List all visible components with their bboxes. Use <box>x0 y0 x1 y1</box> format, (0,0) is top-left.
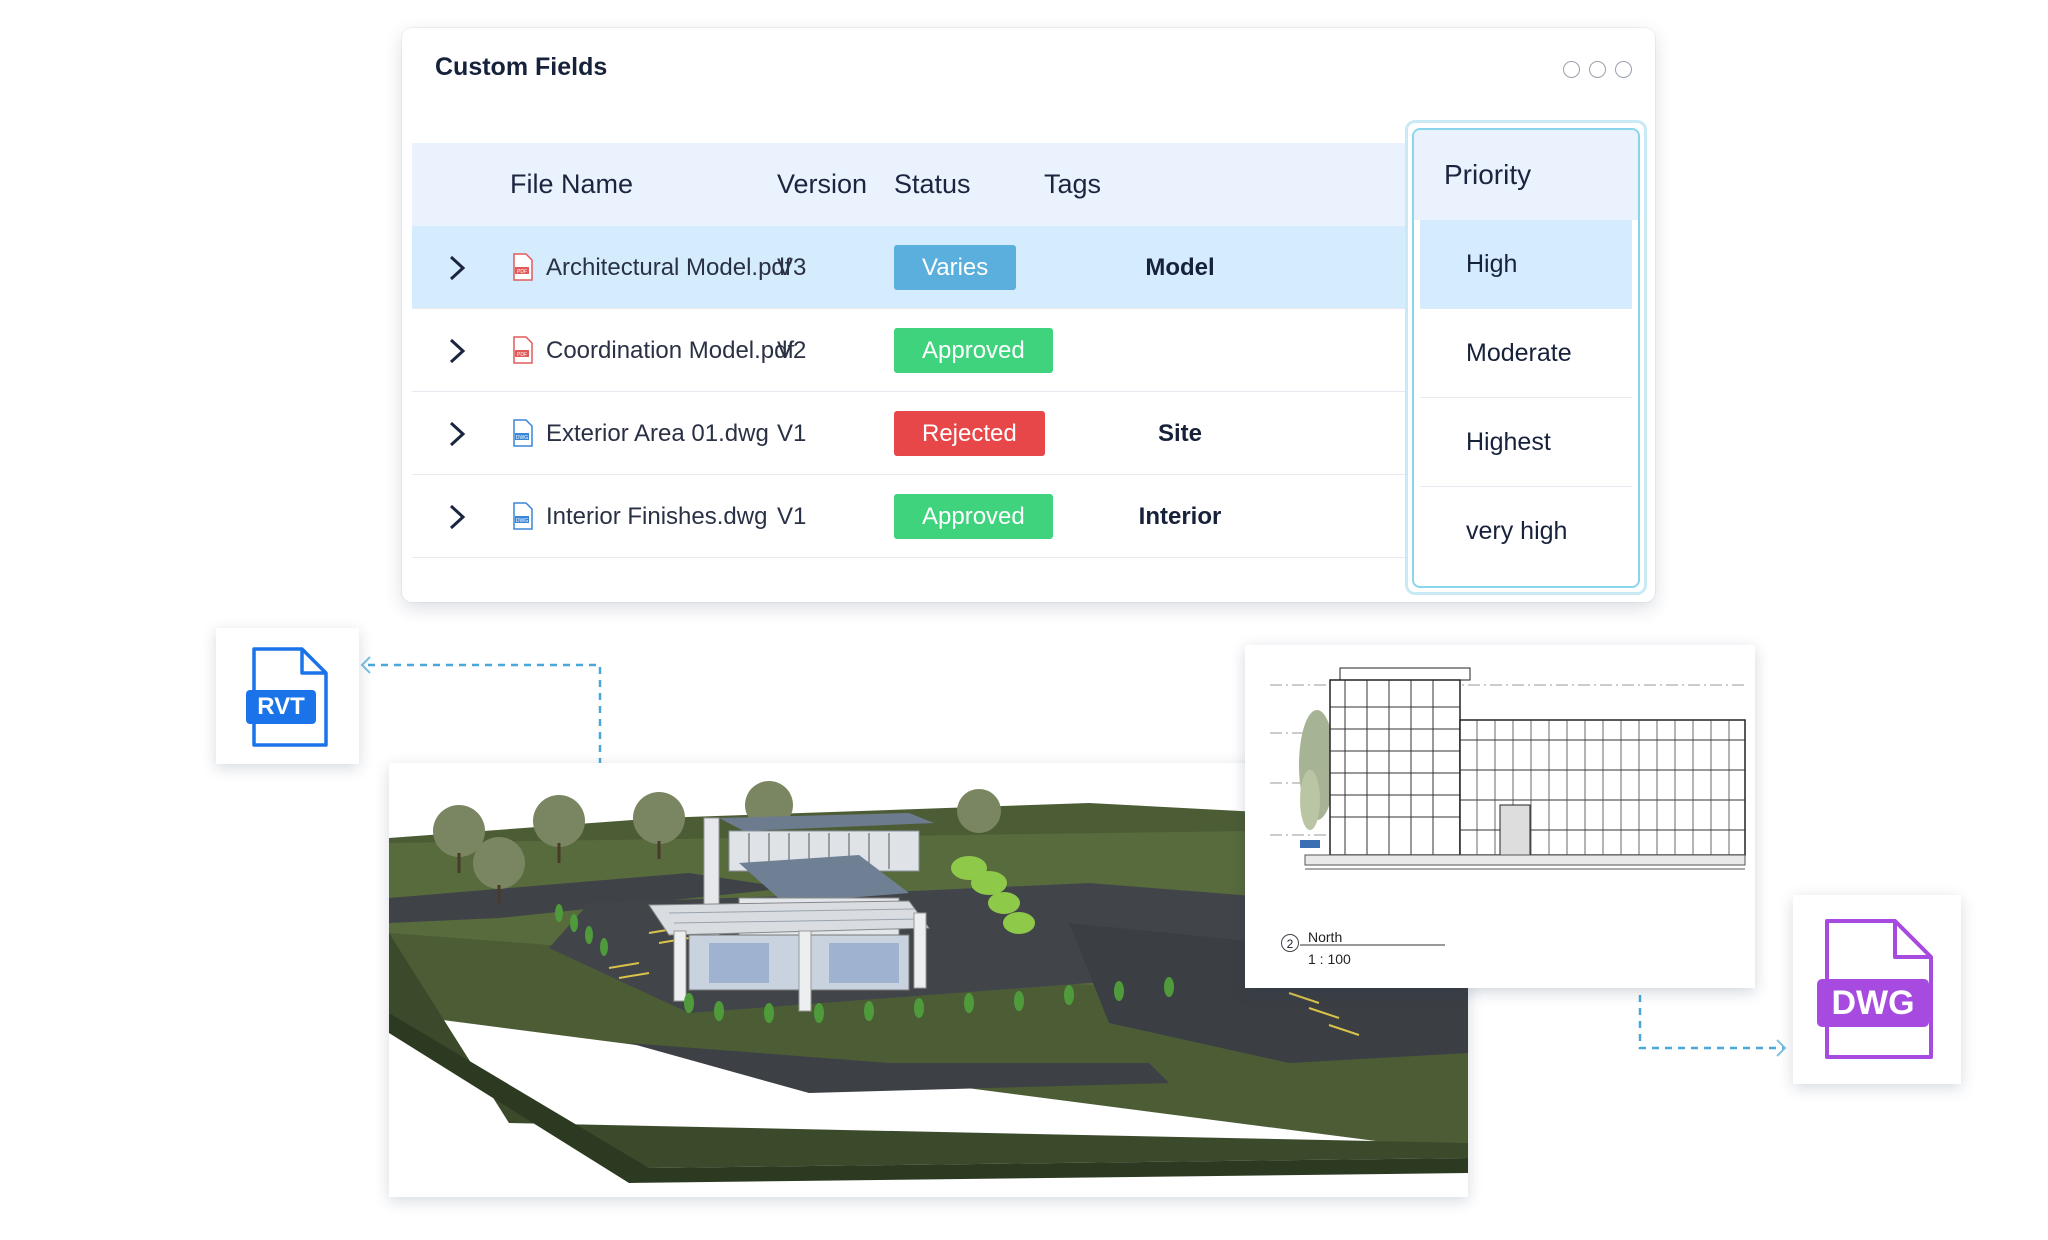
chevron-right-icon[interactable] <box>446 503 468 531</box>
building-model-render <box>389 781 1468 1183</box>
priority-header: Priority <box>1414 130 1638 220</box>
dwg-file-icon: DWG <box>513 502 533 530</box>
version-value: V1 <box>777 420 807 447</box>
column-header-version[interactable]: Version <box>777 169 868 199</box>
table-row[interactable]: PDF Coordination Model.pdf V2 Approved <box>412 309 1405 392</box>
view-name: North <box>1308 929 1343 945</box>
file-name[interactable]: Exterior Area 01.dwg <box>546 420 769 447</box>
tag-value: Model <box>1145 254 1215 281</box>
view-number-marker: 2 <box>1281 934 1299 952</box>
priority-dropdown[interactable]: Priority High Moderate Highest very high <box>1412 128 1640 588</box>
column-header-tags[interactable]: Tags <box>1044 169 1102 199</box>
svg-text:DWG: DWG <box>516 518 528 524</box>
table-row[interactable]: DWG Exterior Area 01.dwg V1 Rejected Sit… <box>412 392 1405 475</box>
window-dot-icon[interactable] <box>1563 61 1580 78</box>
priority-dropdown-focus-ring <box>1405 120 1647 595</box>
status-badge[interactable]: Varies <box>894 245 1017 290</box>
pdf-file-icon: PDF <box>513 253 533 281</box>
svg-text:PDF: PDF <box>517 269 527 275</box>
version-value: V2 <box>777 337 807 364</box>
version-value: V1 <box>777 503 807 530</box>
window-dot-icon[interactable] <box>1615 61 1632 78</box>
rvt-file-icon <box>246 647 328 747</box>
rvt-label: RVT <box>257 693 305 720</box>
rvt-file-card[interactable]: RVT <box>216 628 359 764</box>
status-badge[interactable]: Rejected <box>894 411 1045 456</box>
status-badge[interactable]: Approved <box>894 494 1053 539</box>
pdf-file-icon: PDF <box>513 336 533 364</box>
table-row[interactable]: DWG Interior Finishes.dwg V1 Approved In… <box>412 475 1405 558</box>
table-header: File Name Version Status Tags <box>412 143 1405 226</box>
dwg-file-card[interactable]: DWG <box>1793 895 1961 1084</box>
file-name[interactable]: Architectural Model.pdf <box>546 254 792 281</box>
chevron-right-icon[interactable] <box>446 420 468 448</box>
custom-fields-panel: Custom Fields File Name Version Status T… <box>402 28 1655 602</box>
panel-title: Custom Fields <box>435 53 608 81</box>
tag-value: Site <box>1157 420 1202 447</box>
status-badge[interactable]: Approved <box>894 328 1053 373</box>
chevron-right-icon[interactable] <box>446 254 468 282</box>
elevation-drawing-card[interactable]: 2 North 1 : 100 <box>1245 645 1755 988</box>
elevation-drawing <box>1270 667 1746 946</box>
svg-text:PDF: PDF <box>517 352 527 358</box>
dwg-file-icon: DWG <box>513 419 533 447</box>
file-name[interactable]: Coordination Model.pdf <box>546 337 795 364</box>
dwg-file-icon <box>1817 919 1933 1059</box>
table-row[interactable]: PDF Architectural Model.pdf V3 Varies Mo… <box>412 226 1405 309</box>
file-name[interactable]: Interior Finishes.dwg <box>546 503 768 530</box>
version-value: V3 <box>777 254 807 281</box>
option-label: very high <box>1466 517 1568 545</box>
option-label: High <box>1466 250 1518 278</box>
priority-option-highest[interactable]: Highest <box>1420 398 1632 487</box>
column-header-file-name[interactable]: File Name <box>510 169 634 199</box>
svg-text:DWG: DWG <box>516 435 528 441</box>
view-scale: 1 : 100 <box>1308 951 1351 967</box>
priority-option-moderate[interactable]: Moderate <box>1420 309 1632 398</box>
chevron-right-icon[interactable] <box>446 337 468 365</box>
priority-option-very-high[interactable]: very high <box>1420 487 1632 576</box>
tag-value: Interior <box>1138 503 1222 530</box>
dwg-label: DWG <box>1831 984 1915 1022</box>
priority-option-high[interactable]: High <box>1420 220 1632 309</box>
option-label: Highest <box>1466 428 1551 456</box>
column-header-status[interactable]: Status <box>894 169 971 199</box>
window-dot-icon[interactable] <box>1589 61 1606 78</box>
priority-label: Priority <box>1444 159 1532 190</box>
option-label: Moderate <box>1466 339 1572 367</box>
